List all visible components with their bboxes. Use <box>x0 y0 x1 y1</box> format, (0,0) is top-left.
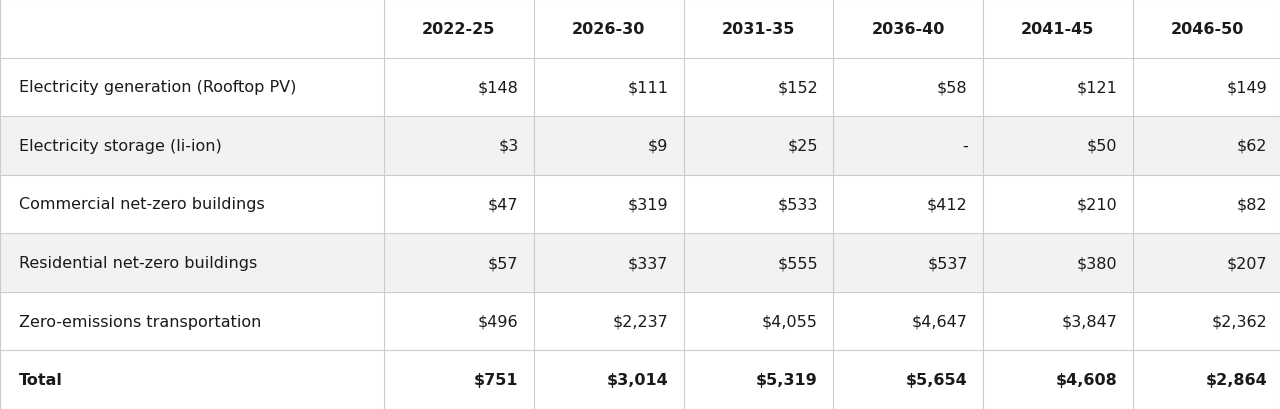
Text: 2026-30: 2026-30 <box>572 22 645 37</box>
Bar <box>0 234 1280 292</box>
Text: $121: $121 <box>1076 80 1117 95</box>
Text: 2022-25: 2022-25 <box>422 22 495 37</box>
Text: $412: $412 <box>927 197 968 212</box>
Text: 2031-35: 2031-35 <box>722 22 795 37</box>
Text: $152: $152 <box>777 80 818 95</box>
Text: Electricity generation (Rooftop PV): Electricity generation (Rooftop PV) <box>19 80 297 95</box>
Text: $4,055: $4,055 <box>762 314 818 329</box>
Text: Electricity storage (li-ion): Electricity storage (li-ion) <box>19 139 221 153</box>
Text: $2,362: $2,362 <box>1211 314 1267 329</box>
Text: $9: $9 <box>648 139 668 153</box>
Text: $3: $3 <box>498 139 518 153</box>
Text: Commercial net-zero buildings: Commercial net-zero buildings <box>19 197 265 212</box>
Text: $3,847: $3,847 <box>1061 314 1117 329</box>
Text: $82: $82 <box>1236 197 1267 212</box>
Text: $319: $319 <box>627 197 668 212</box>
Text: Zero-emissions transportation: Zero-emissions transportation <box>19 314 261 329</box>
Text: $533: $533 <box>777 197 818 212</box>
Text: $148: $148 <box>477 80 518 95</box>
Text: $57: $57 <box>488 256 518 270</box>
Text: $210: $210 <box>1076 197 1117 212</box>
Text: $207: $207 <box>1226 256 1267 270</box>
Text: $58: $58 <box>937 80 968 95</box>
Bar <box>0 351 1280 409</box>
Text: $50: $50 <box>1087 139 1117 153</box>
Text: $3,014: $3,014 <box>607 372 668 387</box>
Bar <box>0 117 1280 175</box>
Bar <box>0 175 1280 234</box>
Text: $47: $47 <box>488 197 518 212</box>
Text: Total: Total <box>19 372 63 387</box>
Bar <box>0 292 1280 351</box>
Text: $2,237: $2,237 <box>612 314 668 329</box>
Text: $496: $496 <box>477 314 518 329</box>
Text: $5,654: $5,654 <box>906 372 968 387</box>
Text: 2046-50: 2046-50 <box>1171 22 1244 37</box>
Text: 2036-40: 2036-40 <box>872 22 945 37</box>
Text: $537: $537 <box>927 256 968 270</box>
Text: $751: $751 <box>474 372 518 387</box>
Bar <box>0 58 1280 117</box>
Text: $2,864: $2,864 <box>1206 372 1267 387</box>
Text: $5,319: $5,319 <box>756 372 818 387</box>
Bar <box>0 0 1280 58</box>
Text: $380: $380 <box>1076 256 1117 270</box>
Text: Residential net-zero buildings: Residential net-zero buildings <box>19 256 257 270</box>
Text: -: - <box>963 139 968 153</box>
Text: $111: $111 <box>627 80 668 95</box>
Text: $337: $337 <box>627 256 668 270</box>
Text: $4,608: $4,608 <box>1056 372 1117 387</box>
Text: $149: $149 <box>1226 80 1267 95</box>
Text: $4,647: $4,647 <box>911 314 968 329</box>
Text: 2041-45: 2041-45 <box>1021 22 1094 37</box>
Text: $25: $25 <box>787 139 818 153</box>
Text: $62: $62 <box>1236 139 1267 153</box>
Text: $555: $555 <box>777 256 818 270</box>
